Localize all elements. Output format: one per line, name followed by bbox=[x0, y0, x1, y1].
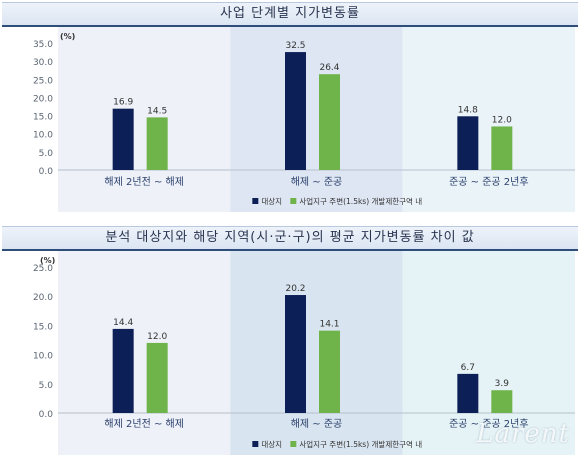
y-tick-label: 20.0 bbox=[33, 293, 53, 303]
y-tick-label: 20.0 bbox=[33, 94, 53, 104]
y-tick-label: 15.0 bbox=[33, 113, 53, 123]
legend-label-2: 사업지구 주변(1.5ks) 개발제한구역 내 bbox=[299, 439, 422, 449]
bar-value-label: 12.0 bbox=[492, 115, 512, 125]
chart1-title: 사업 단계별 지가변동률 bbox=[2, 2, 578, 27]
bar-surrounding-2 bbox=[319, 330, 340, 413]
bar-value-label: 14.8 bbox=[458, 105, 478, 115]
panel-bg-3 bbox=[402, 251, 575, 455]
chart2: 25.0 20.0 15.0 10.0 5.0 0.0 (%) 14.4 12.0 해제 2년전 … bbox=[0, 251, 580, 457]
y-tick-label: 0.0 bbox=[39, 167, 54, 177]
unit-label: (%) bbox=[60, 32, 75, 41]
bar-surrounding-3 bbox=[491, 126, 513, 170]
bar-value-label: 20.2 bbox=[285, 284, 305, 294]
legend-swatch-2 bbox=[290, 198, 297, 204]
category-label-2: 해제 ~ 준공 bbox=[291, 175, 343, 188]
bar-value-label: 14.4 bbox=[113, 318, 133, 328]
chart2-title: 분석 대상지와 해당 지역(시·군·구)의 평균 지가변동률 차이 값 bbox=[2, 226, 578, 251]
category-label-1: 해제 2년전 ~ 해제 bbox=[104, 417, 183, 430]
y-tick-label: 0.0 bbox=[39, 410, 54, 420]
category-label-3: 준공 ~ 준공 2년후 bbox=[449, 176, 528, 188]
bar-target-1 bbox=[112, 108, 134, 170]
bar-target-3 bbox=[457, 373, 479, 413]
bar-surrounding-3 bbox=[491, 390, 513, 413]
bar-value-label: 3.9 bbox=[495, 379, 510, 389]
legend-label-1: 대상지 bbox=[261, 196, 282, 206]
y-tick-label: 10.0 bbox=[33, 131, 53, 141]
chart2-svg: 25.0 20.0 15.0 10.0 5.0 0.0 (%) 14.4 12.0 해제 2년전 … bbox=[33, 251, 575, 455]
bar-value-label: 14.5 bbox=[147, 106, 167, 116]
bar-value-label: 6.7 bbox=[461, 363, 475, 373]
y-tick-label: 15.0 bbox=[33, 322, 53, 332]
y-tick-label: 10.0 bbox=[33, 352, 53, 362]
category-label-1: 해제 2년전 ~ 해제 bbox=[104, 175, 183, 188]
y-tick-label: 30.0 bbox=[33, 58, 53, 68]
bar-target-2 bbox=[285, 52, 306, 170]
bar-value-label: 14.1 bbox=[319, 320, 339, 330]
bar-surrounding-2 bbox=[319, 74, 340, 170]
legend-label-2: 사업지구 주변(1.5ks) 개발제한구역 내 bbox=[299, 196, 422, 206]
bar-value-label: 26.4 bbox=[319, 63, 339, 73]
category-label-3: 준공 ~ 준공 2년후 bbox=[449, 418, 528, 430]
bar-value-label: 32.5 bbox=[285, 41, 305, 51]
bar-target-3 bbox=[457, 116, 479, 170]
bar-surrounding-1 bbox=[146, 117, 168, 170]
y-tick-label: 25.0 bbox=[33, 76, 53, 86]
y-tick-label: 5.0 bbox=[39, 381, 54, 391]
bar-surrounding-1 bbox=[146, 342, 168, 413]
panel-bg-3 bbox=[402, 27, 575, 212]
y-tick-label: 25.0 bbox=[33, 264, 53, 274]
bar-target-1 bbox=[112, 328, 134, 413]
legend-label-1: 대상지 bbox=[261, 439, 282, 449]
watermark-logo: Larent bbox=[476, 419, 570, 449]
chart1: 35.0 30.0 25.0 20.0 15.0 10.0 5.0 0.0 (%) 16.9 14.… bbox=[0, 27, 580, 215]
panel-bg-1 bbox=[58, 251, 231, 455]
bar-value-label: 16.9 bbox=[113, 98, 133, 108]
y-tick-label: 35.0 bbox=[33, 40, 53, 50]
legend-swatch-2 bbox=[290, 441, 297, 447]
legend-swatch-1 bbox=[252, 441, 259, 447]
panel-bg-2 bbox=[230, 27, 403, 212]
y-tick-label: 5.0 bbox=[39, 149, 54, 159]
chart1-svg: 35.0 30.0 25.0 20.0 15.0 10.0 5.0 0.0 (%) 16.9 14.… bbox=[33, 27, 575, 212]
panel-bg-1 bbox=[58, 27, 231, 212]
bar-target-2 bbox=[285, 295, 306, 413]
panel-bg-2 bbox=[230, 251, 403, 455]
legend-swatch-1 bbox=[252, 198, 259, 204]
unit-label: (%) bbox=[40, 256, 55, 265]
bar-value-label: 12.0 bbox=[147, 332, 167, 342]
category-label-2: 해제 ~ 준공 bbox=[291, 417, 343, 430]
